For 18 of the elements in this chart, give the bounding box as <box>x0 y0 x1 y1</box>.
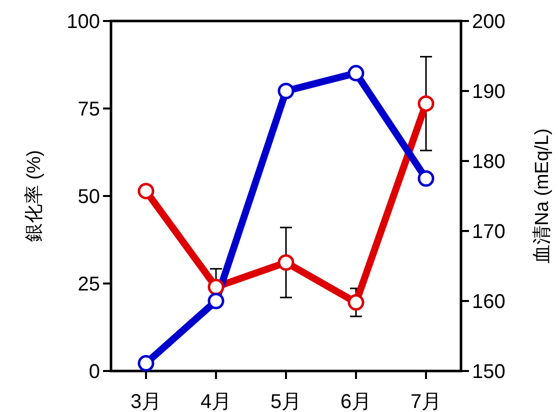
y2-axis-title: 血清Na (mEq/L) <box>532 128 553 264</box>
y2-tick-label: 180 <box>472 151 506 173</box>
x-tick-label: 6月 <box>340 391 372 412</box>
y-tick-label: 100 <box>66 11 100 33</box>
y2-tick-label: 160 <box>472 291 506 313</box>
x-tick-label: 3月 <box>130 391 162 412</box>
y2-tick-label: 200 <box>472 11 506 33</box>
y2-tick-label: 190 <box>472 81 506 103</box>
x-tick-label: 4月 <box>200 391 232 412</box>
y-tick-label: 25 <box>78 274 100 296</box>
x-tick-label: 5月 <box>270 391 302 412</box>
y-axis-title: 銀化率 (%) <box>23 150 45 242</box>
y2-tick-label: 170 <box>472 221 506 243</box>
y-tick-label: 0 <box>88 361 100 383</box>
x-tick-label: 7月 <box>410 391 442 412</box>
y2-tick-label: 150 <box>472 361 506 383</box>
y-tick-label: 50 <box>78 186 100 208</box>
y-tick-label: 75 <box>78 98 100 120</box>
